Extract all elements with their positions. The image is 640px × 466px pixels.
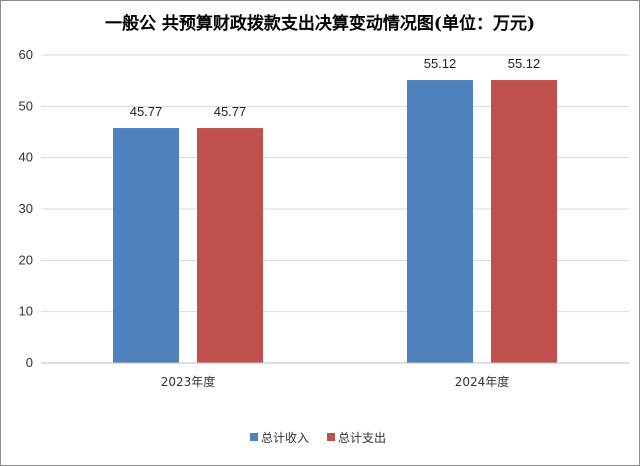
y-tick-label: 50 bbox=[19, 98, 33, 113]
bar bbox=[113, 128, 179, 363]
y-tick-label: 10 bbox=[19, 304, 33, 319]
data-label: 55.12 bbox=[508, 56, 541, 71]
data-label: 45.77 bbox=[214, 104, 247, 119]
bar bbox=[407, 80, 473, 364]
chart-title: 一般公 共预算财政拨款支出决算变动情况图(单位：万元) bbox=[105, 13, 535, 34]
legend-swatch bbox=[250, 433, 258, 441]
data-label: 45.77 bbox=[130, 104, 163, 119]
data-labels: 45.77 45.77 55.12 55.12 bbox=[130, 56, 541, 119]
y-tick-label: 20 bbox=[19, 252, 33, 267]
y-tick-label: 60 bbox=[19, 47, 33, 62]
y-tick-label: 0 bbox=[26, 355, 33, 370]
x-category-label: 2024年度 bbox=[455, 374, 510, 389]
y-axis: 0 10 20 30 40 50 60 bbox=[19, 47, 33, 370]
legend-label: 总计支出 bbox=[338, 431, 386, 445]
x-axis: 2023年度 2024年度 bbox=[41, 362, 629, 389]
legend-label: 总计收入 bbox=[261, 431, 309, 445]
y-tick-label: 30 bbox=[19, 201, 33, 216]
legend: 总计收入 总计支出 bbox=[250, 431, 386, 445]
data-label: 55.12 bbox=[424, 56, 457, 71]
bars bbox=[113, 80, 557, 364]
bar bbox=[197, 128, 263, 363]
bar bbox=[491, 80, 557, 364]
y-tick-label: 40 bbox=[19, 150, 33, 165]
legend-swatch bbox=[327, 433, 335, 441]
x-category-label: 2023年度 bbox=[161, 374, 216, 389]
